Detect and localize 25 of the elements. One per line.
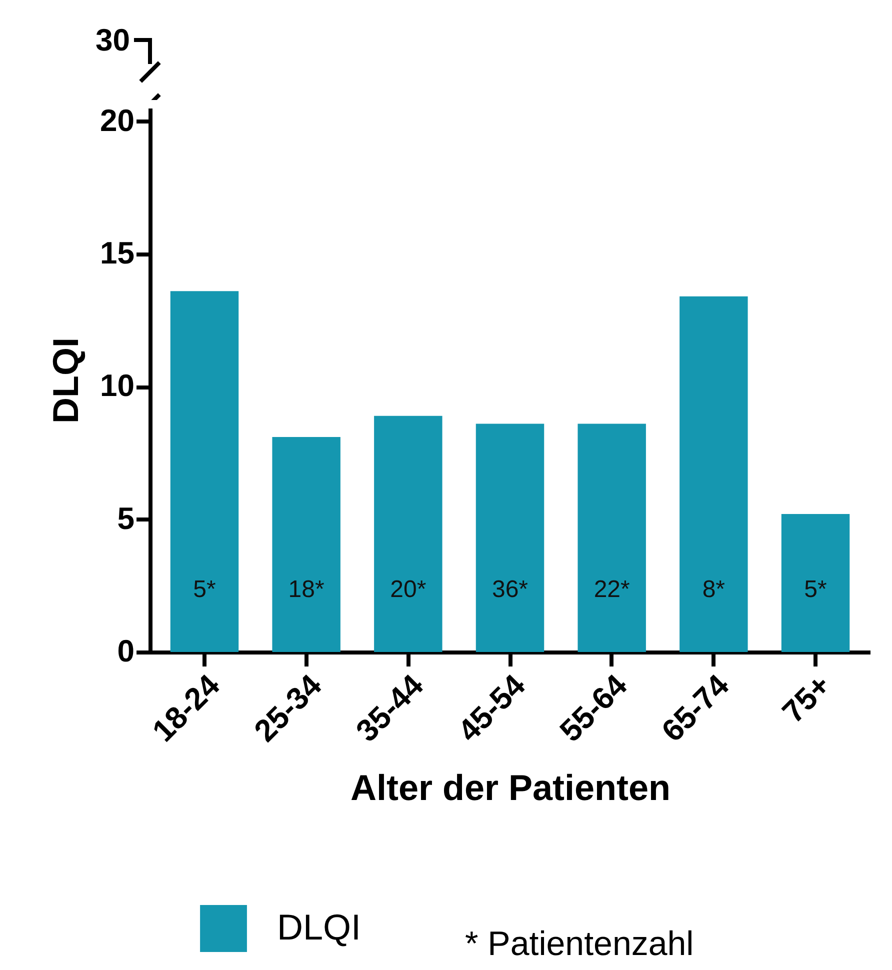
y-tick-label: 5 [117,500,134,536]
text: * Patientenzahl [465,925,694,964]
bar [578,424,646,652]
bar [476,424,544,652]
bar [781,514,850,652]
bar [374,416,442,652]
y-tick-label: 20 [100,102,134,138]
y-tick-label: 0 [117,634,134,668]
x-axis-title: Alter der Patienten [350,766,671,808]
bar [680,296,748,652]
annotation: 5* [804,576,827,603]
y-tick-label: 15 [100,235,134,270]
annotation: 20* [390,576,426,603]
annotation: 22* [594,576,630,603]
annotation: 5* [193,576,216,603]
legend-label: DLQI [277,906,362,948]
bar [170,291,239,652]
y-tick-label: 10 [100,368,134,404]
x-tick-label: 75+ [776,668,838,730]
bar [272,437,340,652]
annotation: 36* [492,576,528,603]
text: 30 [96,22,130,58]
annotation: 8* [702,576,726,603]
annotation: 18* [288,576,324,603]
y-axis-title: DLQI [45,338,86,424]
